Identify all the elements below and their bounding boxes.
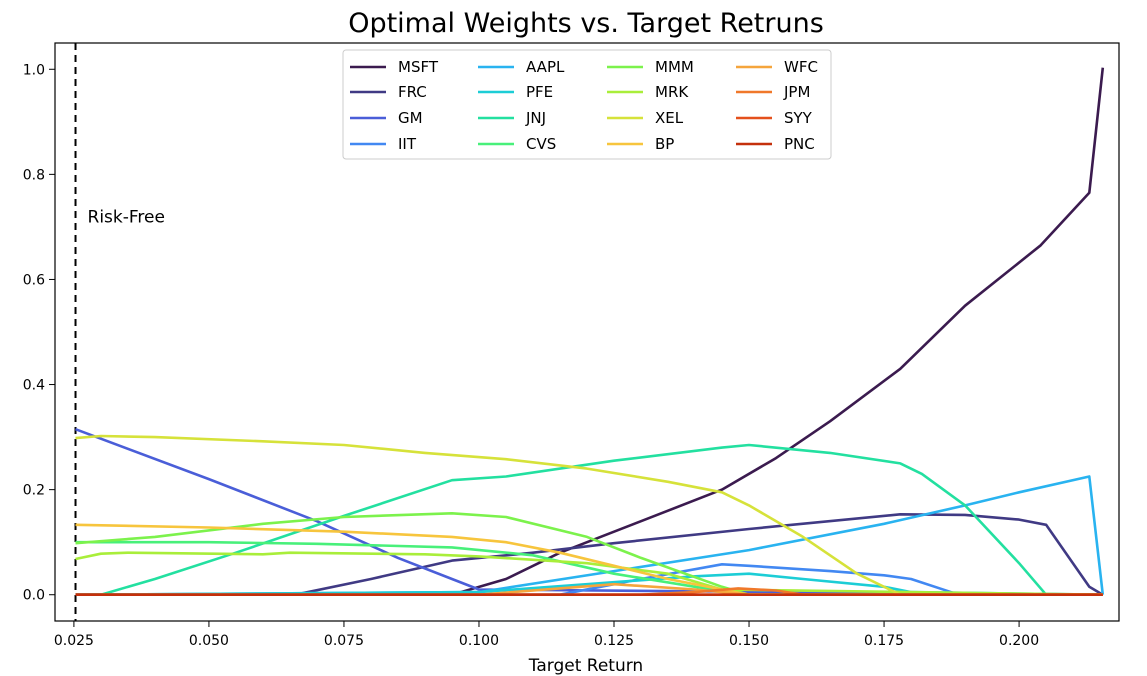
legend-box	[342, 49, 832, 160]
x-axis: 0.025 0.050 0.075 0.100 0.125 0.150 0.175 0.200	[54, 621, 1039, 649]
x-tick-label: 0.150	[729, 633, 769, 649]
series-line-iit	[75, 562, 1103, 597]
x-axis-label: Target Return	[528, 656, 643, 676]
series-line-bp	[75, 523, 1103, 597]
legend-label-mmm: MMM	[655, 58, 694, 76]
y-tick-label: 0.4	[23, 378, 45, 394]
y-tick-label: 0.8	[23, 167, 45, 183]
y-tick-label: 0.2	[23, 483, 45, 499]
y-axis: 0.0 0.2 0.4 0.6 0.8 1.0	[23, 62, 55, 604]
y-tick-label: 1.0	[23, 62, 45, 78]
series-line-mrk	[75, 551, 1103, 596]
legend-label-jpm: JPM	[783, 83, 810, 101]
legend-label-frc: FRC	[398, 83, 427, 101]
plot-frame	[54, 42, 1120, 622]
legend-label-wfc: WFC	[784, 58, 818, 76]
x-tick-label: 0.125	[594, 633, 634, 649]
x-tick-label: 0.100	[459, 633, 499, 649]
series-line-gm	[75, 427, 1103, 596]
legend-label-aapl: AAPL	[526, 58, 565, 76]
risk-free-label: Risk-Free	[88, 207, 165, 227]
legend-label-cvs: CVS	[526, 135, 556, 153]
x-tick-label: 0.200	[999, 633, 1039, 649]
legend-label-jnj: JNJ	[525, 109, 546, 127]
series-line-frc	[75, 512, 1104, 597]
legend: MSFT FRC GM IIT AAPL PFE JNJ CVS MMM MRK XEL BP WFC J…	[342, 49, 832, 160]
legend-label-pnc: PNC	[784, 135, 815, 153]
x-tick-label: 0.175	[864, 633, 904, 649]
series-line-aapl	[75, 475, 1105, 596]
y-tick-label: 0.6	[23, 272, 45, 288]
legend-label-syy: SYY	[784, 109, 813, 127]
series-line-jnj	[75, 443, 1103, 597]
y-tick-label: 0.0	[23, 588, 45, 604]
x-tick-label: 0.075	[324, 633, 364, 649]
legend-label-bp: BP	[655, 135, 674, 153]
x-tick-label: 0.050	[189, 633, 229, 649]
legend-label-xel: XEL	[655, 109, 684, 127]
series-line-xel	[75, 434, 1103, 597]
legend-label-msft: MSFT	[398, 58, 439, 76]
series-line-msft	[75, 67, 1105, 597]
legend-label-pfe: PFE	[526, 83, 553, 101]
series-line-pfe	[75, 572, 1103, 596]
legend-label-iit: IIT	[398, 135, 417, 153]
legend-label-gm: GM	[398, 109, 423, 127]
legend-label-mrk: MRK	[655, 83, 689, 101]
chart-title: Optimal Weights vs. Target Retruns	[348, 8, 824, 39]
series-lines	[75, 67, 1105, 597]
x-tick-label: 0.025	[54, 633, 94, 649]
